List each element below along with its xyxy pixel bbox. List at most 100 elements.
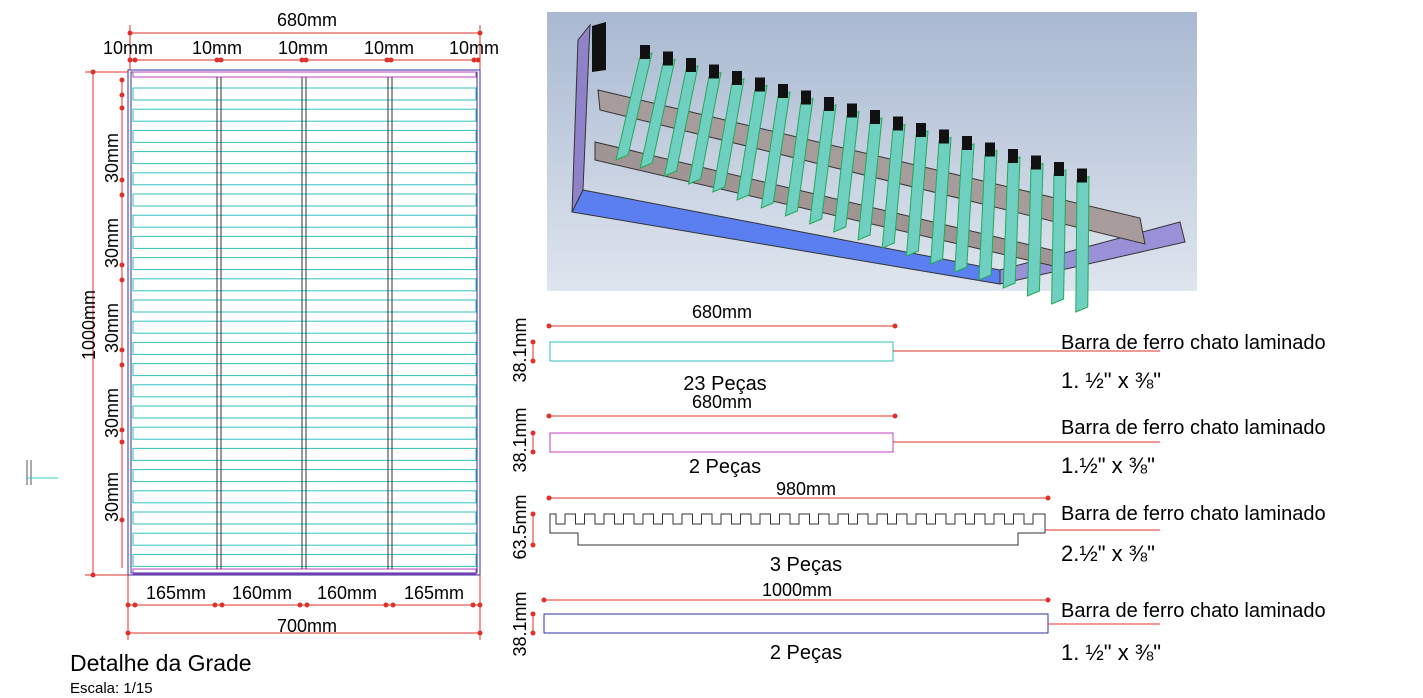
dim-point	[119, 92, 125, 98]
dim-point	[530, 358, 536, 364]
dim-point	[132, 57, 138, 63]
fin-top	[847, 103, 857, 118]
fin-top	[962, 136, 972, 150]
dim-point	[470, 602, 476, 608]
fin-top	[824, 97, 834, 111]
dim-point	[132, 602, 138, 608]
flat-bar	[132, 363, 477, 377]
dim-point	[530, 339, 536, 345]
part-quantity: 3 Peças	[770, 554, 842, 576]
flat-bar	[132, 235, 477, 249]
part-height: 38.1mm	[510, 407, 530, 472]
dim-point	[212, 602, 218, 608]
dim-point	[530, 611, 536, 617]
part-height: 38.1mm	[510, 317, 530, 382]
dim-point	[218, 57, 224, 63]
part-quantity: 2 Peças	[770, 642, 842, 664]
fin-top	[732, 71, 742, 85]
flat-bar	[132, 426, 477, 440]
dim-point	[546, 413, 552, 419]
bottom-spacing-label: 165mm	[404, 583, 464, 603]
flat-bar	[132, 384, 477, 398]
spacing-label: 10mm	[364, 38, 414, 58]
dim-point	[477, 630, 483, 636]
spacing-label: 10mm	[278, 38, 328, 58]
end-bar	[132, 71, 477, 78]
part-height: 63.5mm	[510, 494, 530, 559]
dim-point	[546, 495, 552, 501]
row-spacing-label: 30mm	[102, 218, 122, 268]
render-3d	[547, 12, 1197, 313]
dim-point	[119, 439, 125, 445]
flat-bar	[132, 511, 477, 525]
dim-point	[127, 57, 133, 63]
dim-point	[384, 57, 390, 63]
dim-point	[475, 57, 481, 63]
flat-bar	[132, 172, 477, 186]
bottom-spacing-label: 160mm	[317, 583, 377, 603]
dim-point	[390, 602, 396, 608]
part-quantity: 23 Peças	[683, 373, 766, 395]
grid-drawing	[85, 25, 483, 640]
part-length: 680mm	[692, 302, 752, 322]
flat-bar	[132, 87, 477, 101]
dim-point	[388, 57, 394, 63]
bottom-spacing-label: 165mm	[146, 583, 206, 603]
fin-top	[870, 110, 880, 124]
spacing-label: 10mm	[103, 38, 153, 58]
part-outline	[549, 432, 894, 453]
flat-bar	[132, 151, 477, 165]
total-width-label: 700mm	[277, 616, 337, 636]
fin-top	[709, 64, 719, 79]
dim-point	[530, 511, 536, 517]
row-spacing-label: 30mm	[102, 303, 122, 353]
dim-point	[892, 413, 898, 419]
dim-point	[530, 542, 536, 548]
bottom-spacing-label: 160mm	[232, 583, 292, 603]
flat-bar	[132, 341, 477, 355]
dim-point	[119, 347, 125, 353]
part-quantity: 2 Peças	[689, 456, 761, 478]
dim-point	[303, 57, 309, 63]
part-spec: 1. ½" x ⅜"	[1061, 368, 1161, 393]
dim-point	[119, 177, 125, 183]
dim-point	[1045, 597, 1051, 603]
flat-bar	[132, 405, 477, 419]
dim-point	[541, 597, 547, 603]
part-height: 38.1mm	[510, 591, 530, 656]
dim-point	[119, 192, 125, 198]
height-label: 1000mm	[79, 290, 99, 360]
part-length: 680mm	[692, 392, 752, 412]
fin-top	[663, 51, 673, 66]
spacing-label: 10mm	[192, 38, 242, 58]
part-description: Barra de ferro chato laminado	[1061, 600, 1326, 622]
symbol	[26, 460, 58, 485]
dim-point	[119, 427, 125, 433]
dim-point	[119, 362, 125, 368]
title: Detalhe da Grade	[70, 650, 252, 676]
dim-point	[119, 517, 125, 523]
fin-top	[778, 84, 788, 98]
fin-top	[985, 142, 995, 157]
fin	[1075, 175, 1090, 313]
flat-bar	[132, 532, 477, 546]
dim-point	[477, 602, 483, 608]
part-spec: 1.½" x ⅜"	[1061, 453, 1155, 478]
dim-point	[299, 57, 305, 63]
frame-inner	[130, 71, 478, 574]
width-label: 680mm	[277, 10, 337, 30]
dim-point	[297, 602, 303, 608]
part-outline	[549, 341, 894, 362]
flat-bar	[132, 447, 477, 461]
fin-top	[939, 129, 949, 144]
dim-point	[530, 449, 536, 455]
fin	[1051, 169, 1067, 305]
dim-point	[90, 572, 96, 578]
part-description: Barra de ferro chato laminado	[1061, 332, 1326, 354]
dim-point	[530, 630, 536, 636]
part-outline	[549, 513, 1046, 546]
dim-point	[125, 602, 131, 608]
dim-point	[892, 323, 898, 329]
flat-bar	[132, 490, 477, 504]
